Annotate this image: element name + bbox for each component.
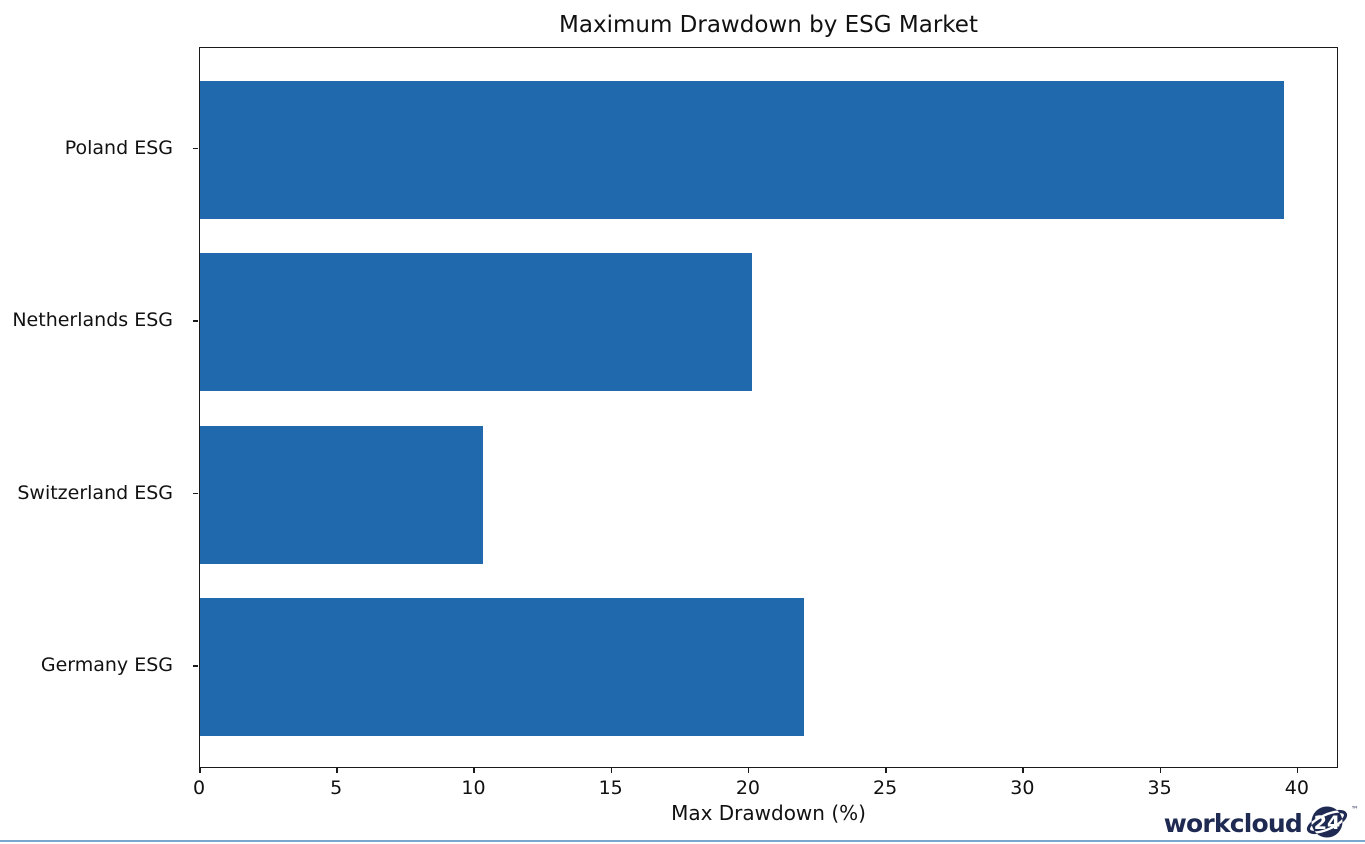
y-tick-mark [193,320,198,322]
workcloud24-logo: workcloud 24 ™ [1164,801,1359,843]
x-tick-mark [610,768,613,773]
x-tick-mark [1296,768,1299,773]
x-tick-label: 25 [873,777,898,799]
x-tick-label: 15 [598,777,623,799]
x-tick-mark [885,768,887,773]
x-tick-label: 30 [1010,777,1035,799]
y-tick-mark [193,665,198,667]
bar [200,425,483,564]
x-tick-mark [1159,768,1162,773]
x-tick-label: 20 [735,777,760,799]
y-tick-mark [193,147,198,150]
bar [200,253,752,392]
y-tick-label: Netherlands ESG [12,309,173,332]
bar [200,80,1285,219]
x-tick-label: 0 [192,777,206,799]
x-tick-label: 40 [1284,777,1309,799]
bar [200,598,804,737]
x-tick-mark [473,768,475,773]
trademark-symbol: ™ [1351,805,1359,814]
chart-title: Maximum Drawdown by ESG Market [559,12,978,38]
badge-number: 24 [1314,812,1340,834]
x-tick-mark [336,768,338,773]
y-tick-mark [193,492,198,495]
x-tick-label: 35 [1147,777,1172,799]
workcloud24-badge-icon: 24 [1306,806,1348,838]
y-tick-label: Switzerland ESG [17,481,173,504]
x-tick-mark [199,768,201,773]
x-axis-label: Max Drawdown (%) [671,801,866,825]
x-tick-mark [747,768,750,773]
y-tick-label: Germany ESG [40,654,173,677]
bottom-rule [0,840,1365,842]
workcloud-logo-text: workcloud [1163,808,1303,838]
x-tick-mark [1022,768,1024,773]
x-tick-label: 10 [461,777,486,799]
plot-area [199,47,1338,768]
x-tick-label: 5 [330,777,343,799]
y-tick-label: Poland ESG [64,136,173,159]
